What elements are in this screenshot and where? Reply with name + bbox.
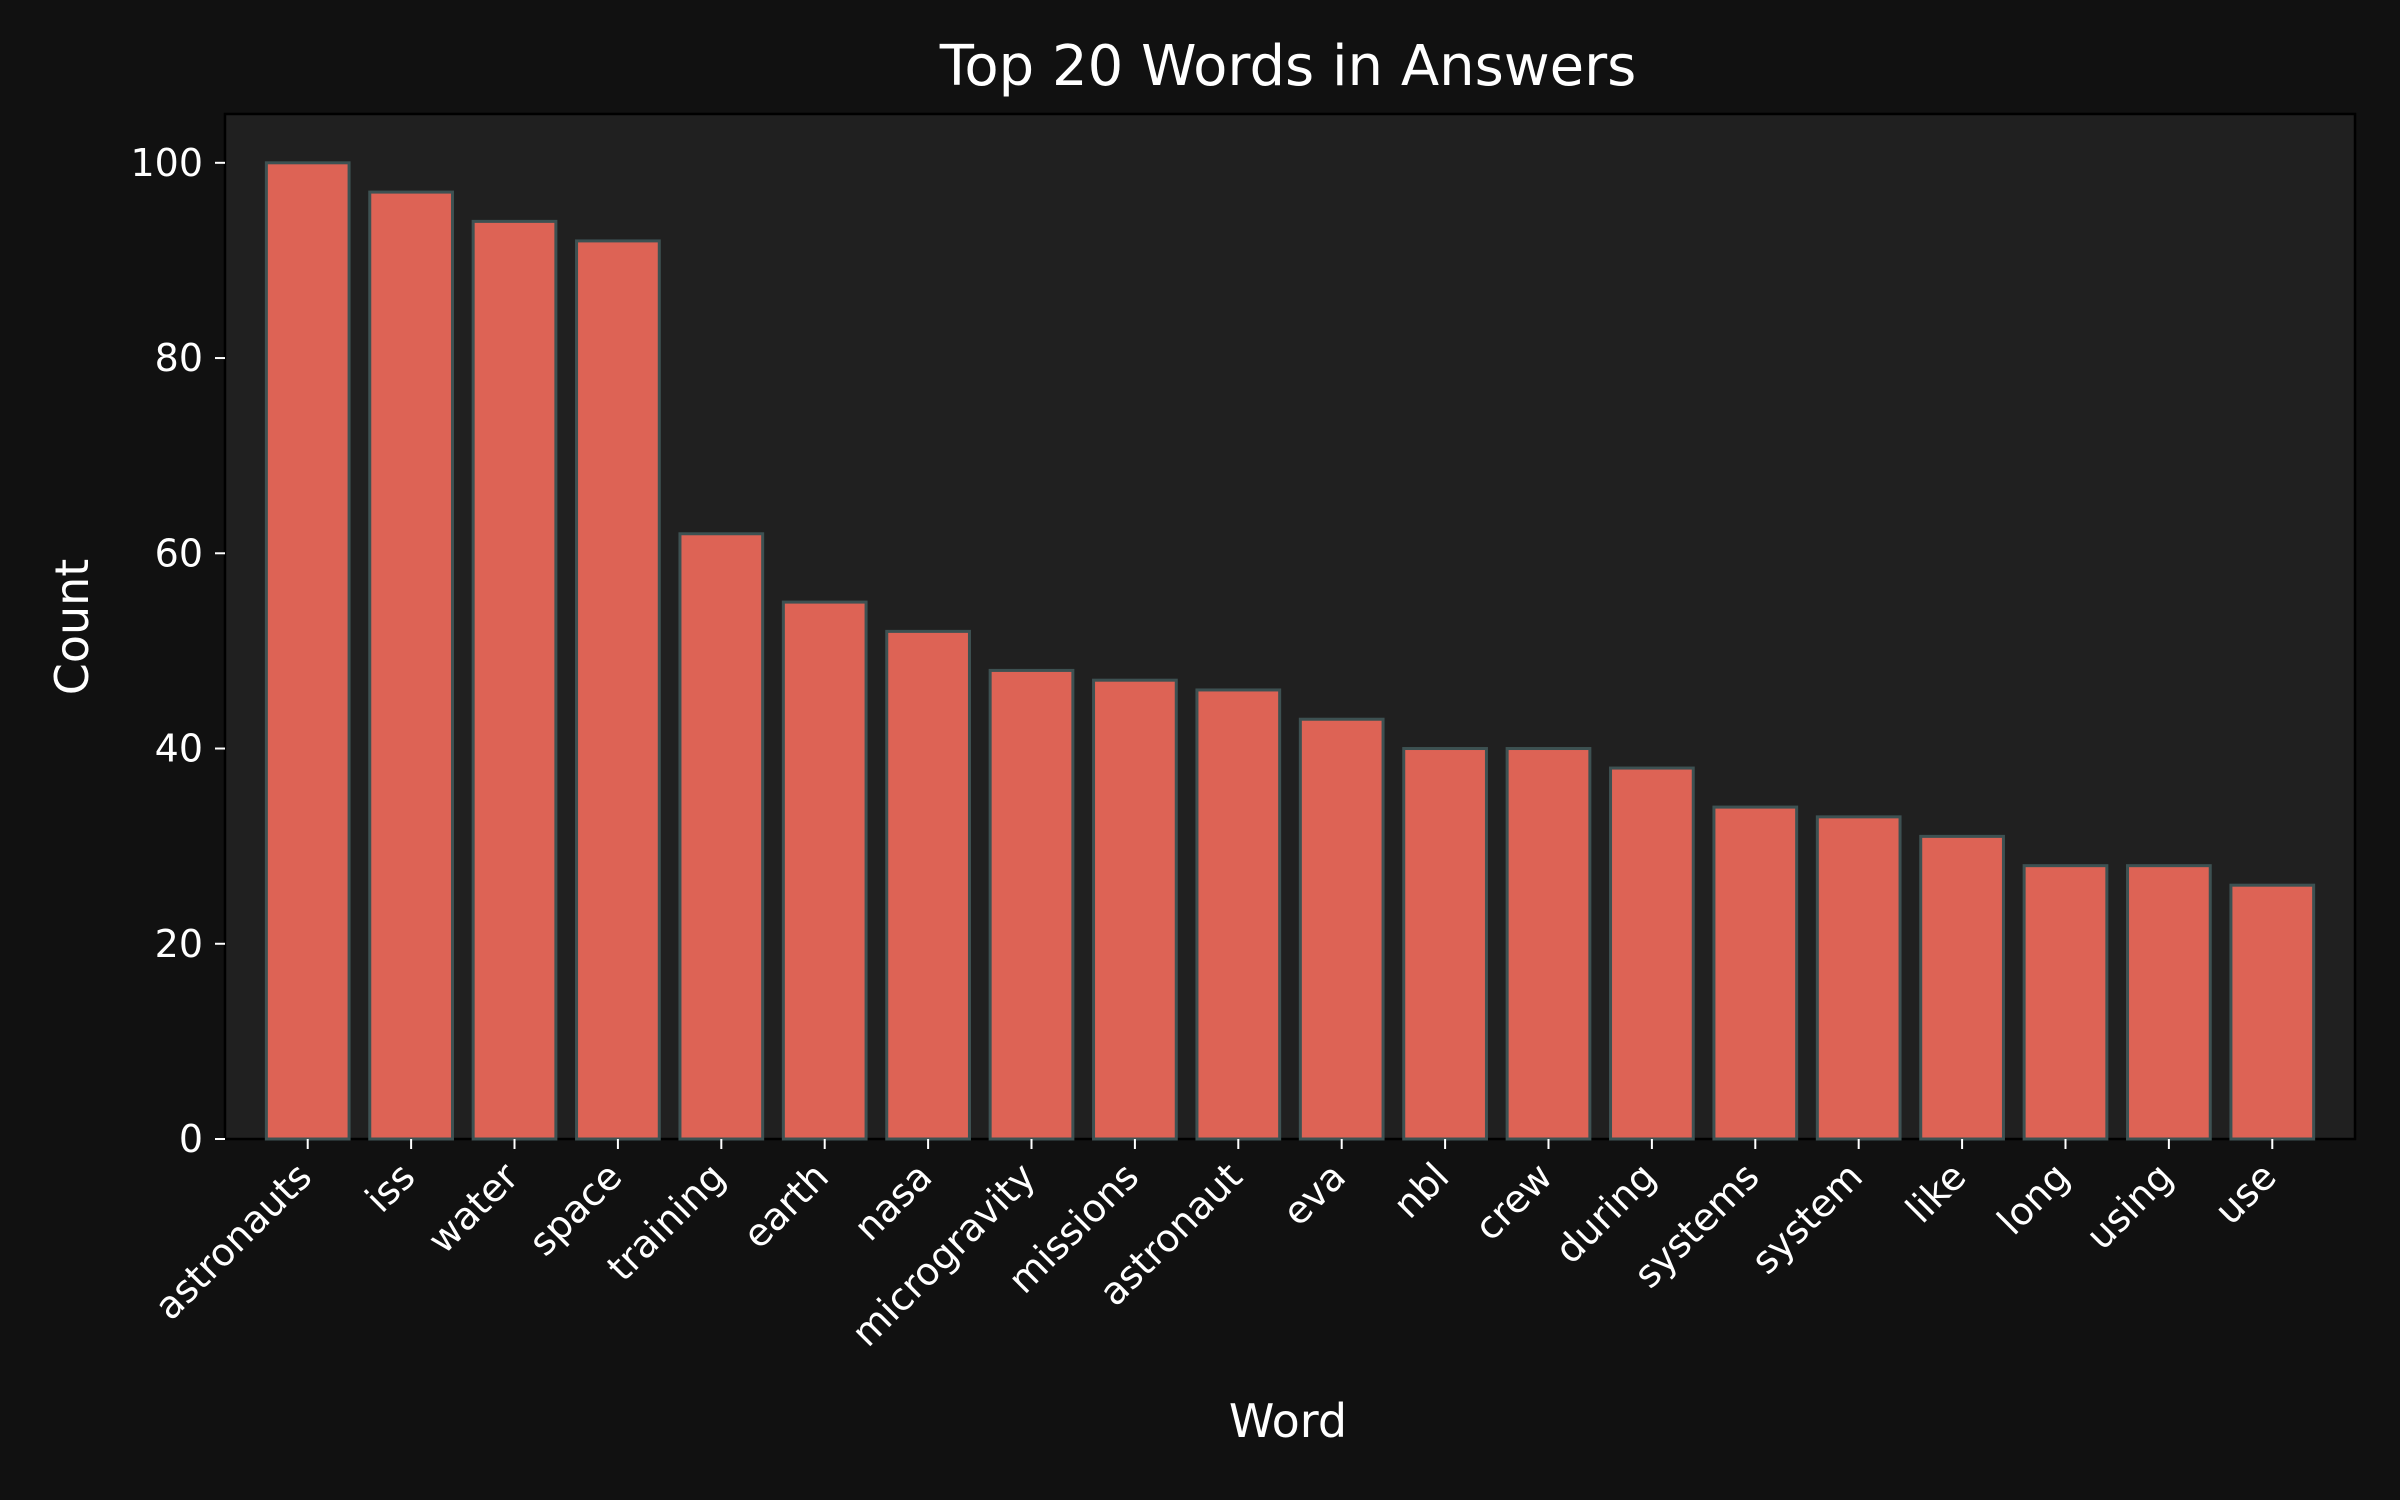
bar-using	[2126, 864, 2212, 1141]
bar-microgravity	[988, 668, 1075, 1141]
bar-during	[1609, 766, 1695, 1141]
bar-earth	[781, 600, 868, 1141]
y-tick-label: 20	[155, 922, 203, 966]
bar-water	[471, 219, 558, 1141]
bar-missions	[1092, 678, 1178, 1141]
bar-system	[1815, 815, 1902, 1141]
y-tick-label: 0	[179, 1117, 203, 1161]
bar-space	[575, 239, 661, 1141]
bar-training	[678, 532, 765, 1141]
y-tick-label: 80	[155, 336, 203, 380]
bar-astronaut	[1195, 688, 1282, 1141]
y-tick-label: 100	[130, 141, 203, 185]
bar-eva	[1298, 717, 1385, 1141]
bar-crew	[1505, 747, 1592, 1141]
chart-title: Top 20 Words in Answers	[939, 34, 1637, 99]
bar-nasa	[885, 629, 971, 1141]
y-tick-label: 60	[155, 531, 203, 575]
bars-group	[264, 161, 2316, 1141]
y-tick-label: 40	[155, 727, 203, 771]
bar-use	[2229, 883, 2316, 1141]
x-axis-label: Word	[1229, 1394, 1347, 1448]
bar-systems	[1712, 805, 1799, 1141]
bar-astronauts	[264, 161, 351, 1141]
bar-iss	[368, 190, 454, 1141]
bar-like	[1919, 834, 2005, 1141]
bar-long	[2022, 864, 2109, 1141]
y-axis: 0 20 40 60 80 100	[130, 141, 225, 1161]
bar-nbl	[1402, 747, 1488, 1141]
y-axis-label: Count	[45, 559, 99, 696]
